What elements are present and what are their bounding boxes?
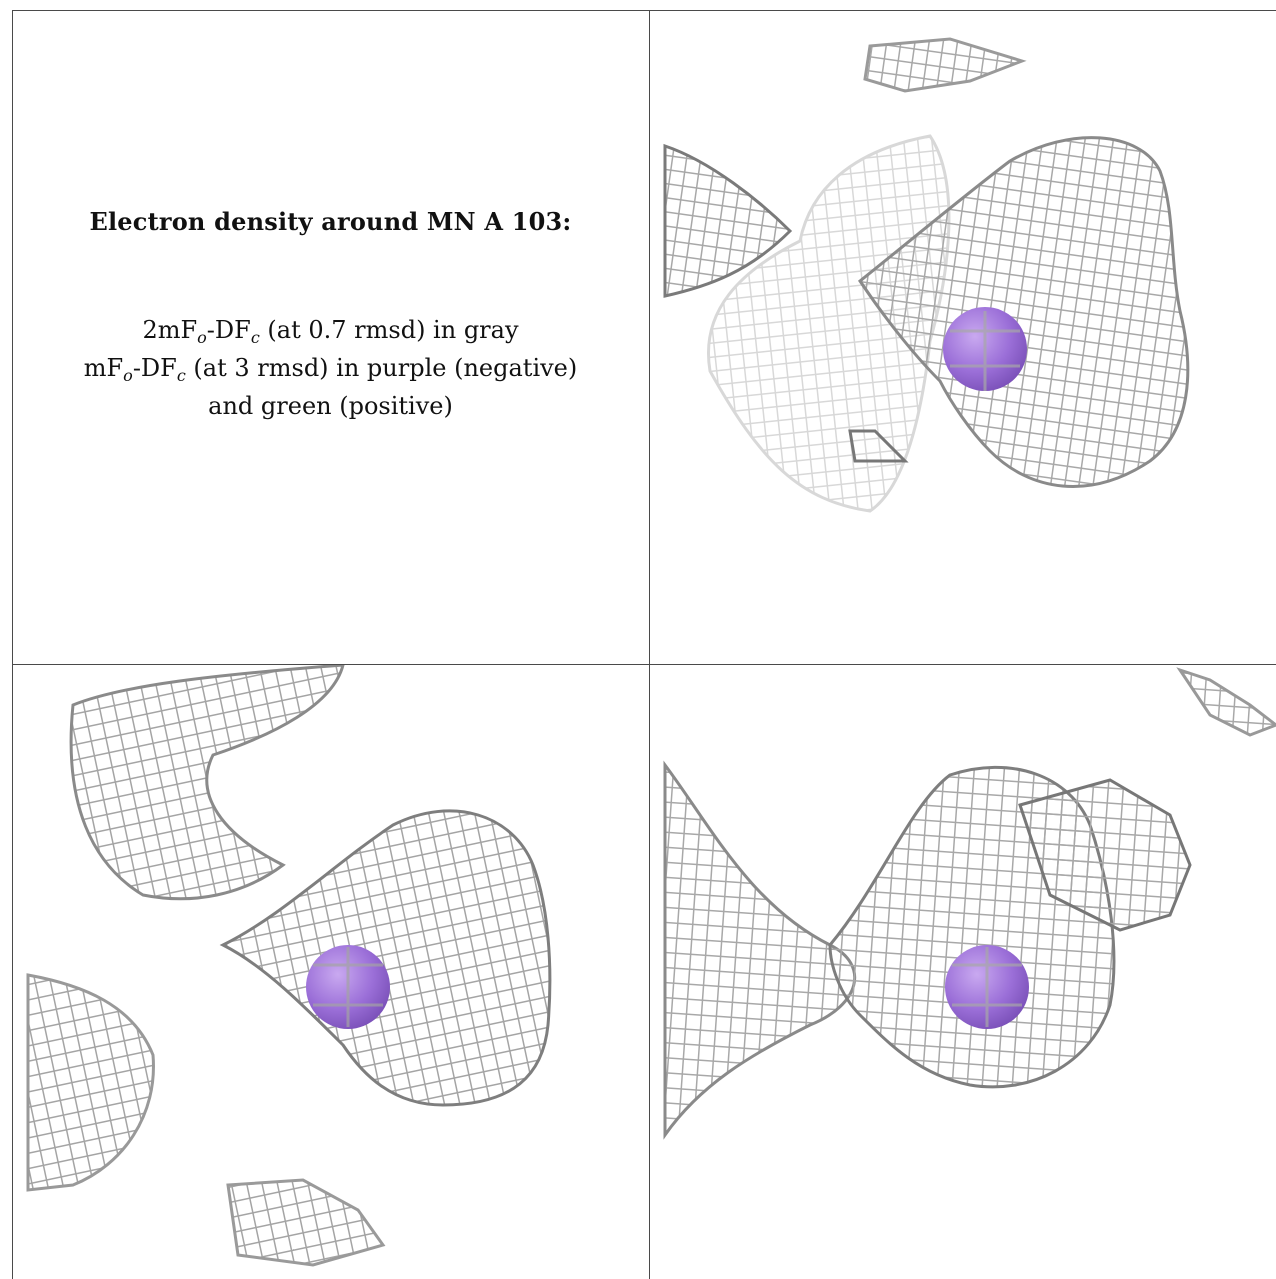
legend-line-2fo-fc: 2mFo-DFc (at 0.7 rmsd) in gray — [142, 316, 519, 347]
density-mesh-svg — [663, 37, 1190, 513]
caption-title: Electron density around MN A 103: — [89, 207, 572, 236]
border-top — [12, 10, 1276, 11]
mesh-fragment-bottom — [226, 1178, 386, 1267]
border-left — [12, 10, 13, 1279]
divider-vertical — [649, 10, 650, 1279]
mesh-blob-left — [663, 760, 857, 1140]
mesh-blob-main — [219, 809, 552, 1107]
caption-legend: 2mFo-DFc (at 0.7 rmsd) in gray mFo-DFc (… — [84, 311, 578, 425]
density-mesh-svg — [663, 667, 1276, 1140]
divider-horizontal — [12, 664, 1276, 665]
mesh-fragment-top — [863, 37, 1027, 93]
mesh-fragment-corner — [1176, 667, 1276, 737]
mesh-fragment-right — [1018, 778, 1192, 932]
view-top-right — [650, 11, 1276, 664]
legend-line-3: and green (positive) — [208, 392, 453, 420]
caption-panel: Electron density around MN A 103: 2mFo-D… — [12, 12, 649, 664]
mesh-fragment-left — [663, 143, 793, 298]
mesh-blob-upper — [69, 665, 345, 901]
legend-line-fo-fc: mFo-DFc (at 3 rmsd) in purple (negative) — [83, 354, 578, 385]
view-bottom-left — [13, 665, 649, 1279]
mesh-blob-main — [857, 136, 1190, 488]
mesh-fragment-small — [848, 429, 909, 463]
mesh-fragment-left — [26, 973, 155, 1192]
view-bottom-right — [650, 665, 1276, 1279]
density-mesh-svg — [26, 665, 552, 1267]
